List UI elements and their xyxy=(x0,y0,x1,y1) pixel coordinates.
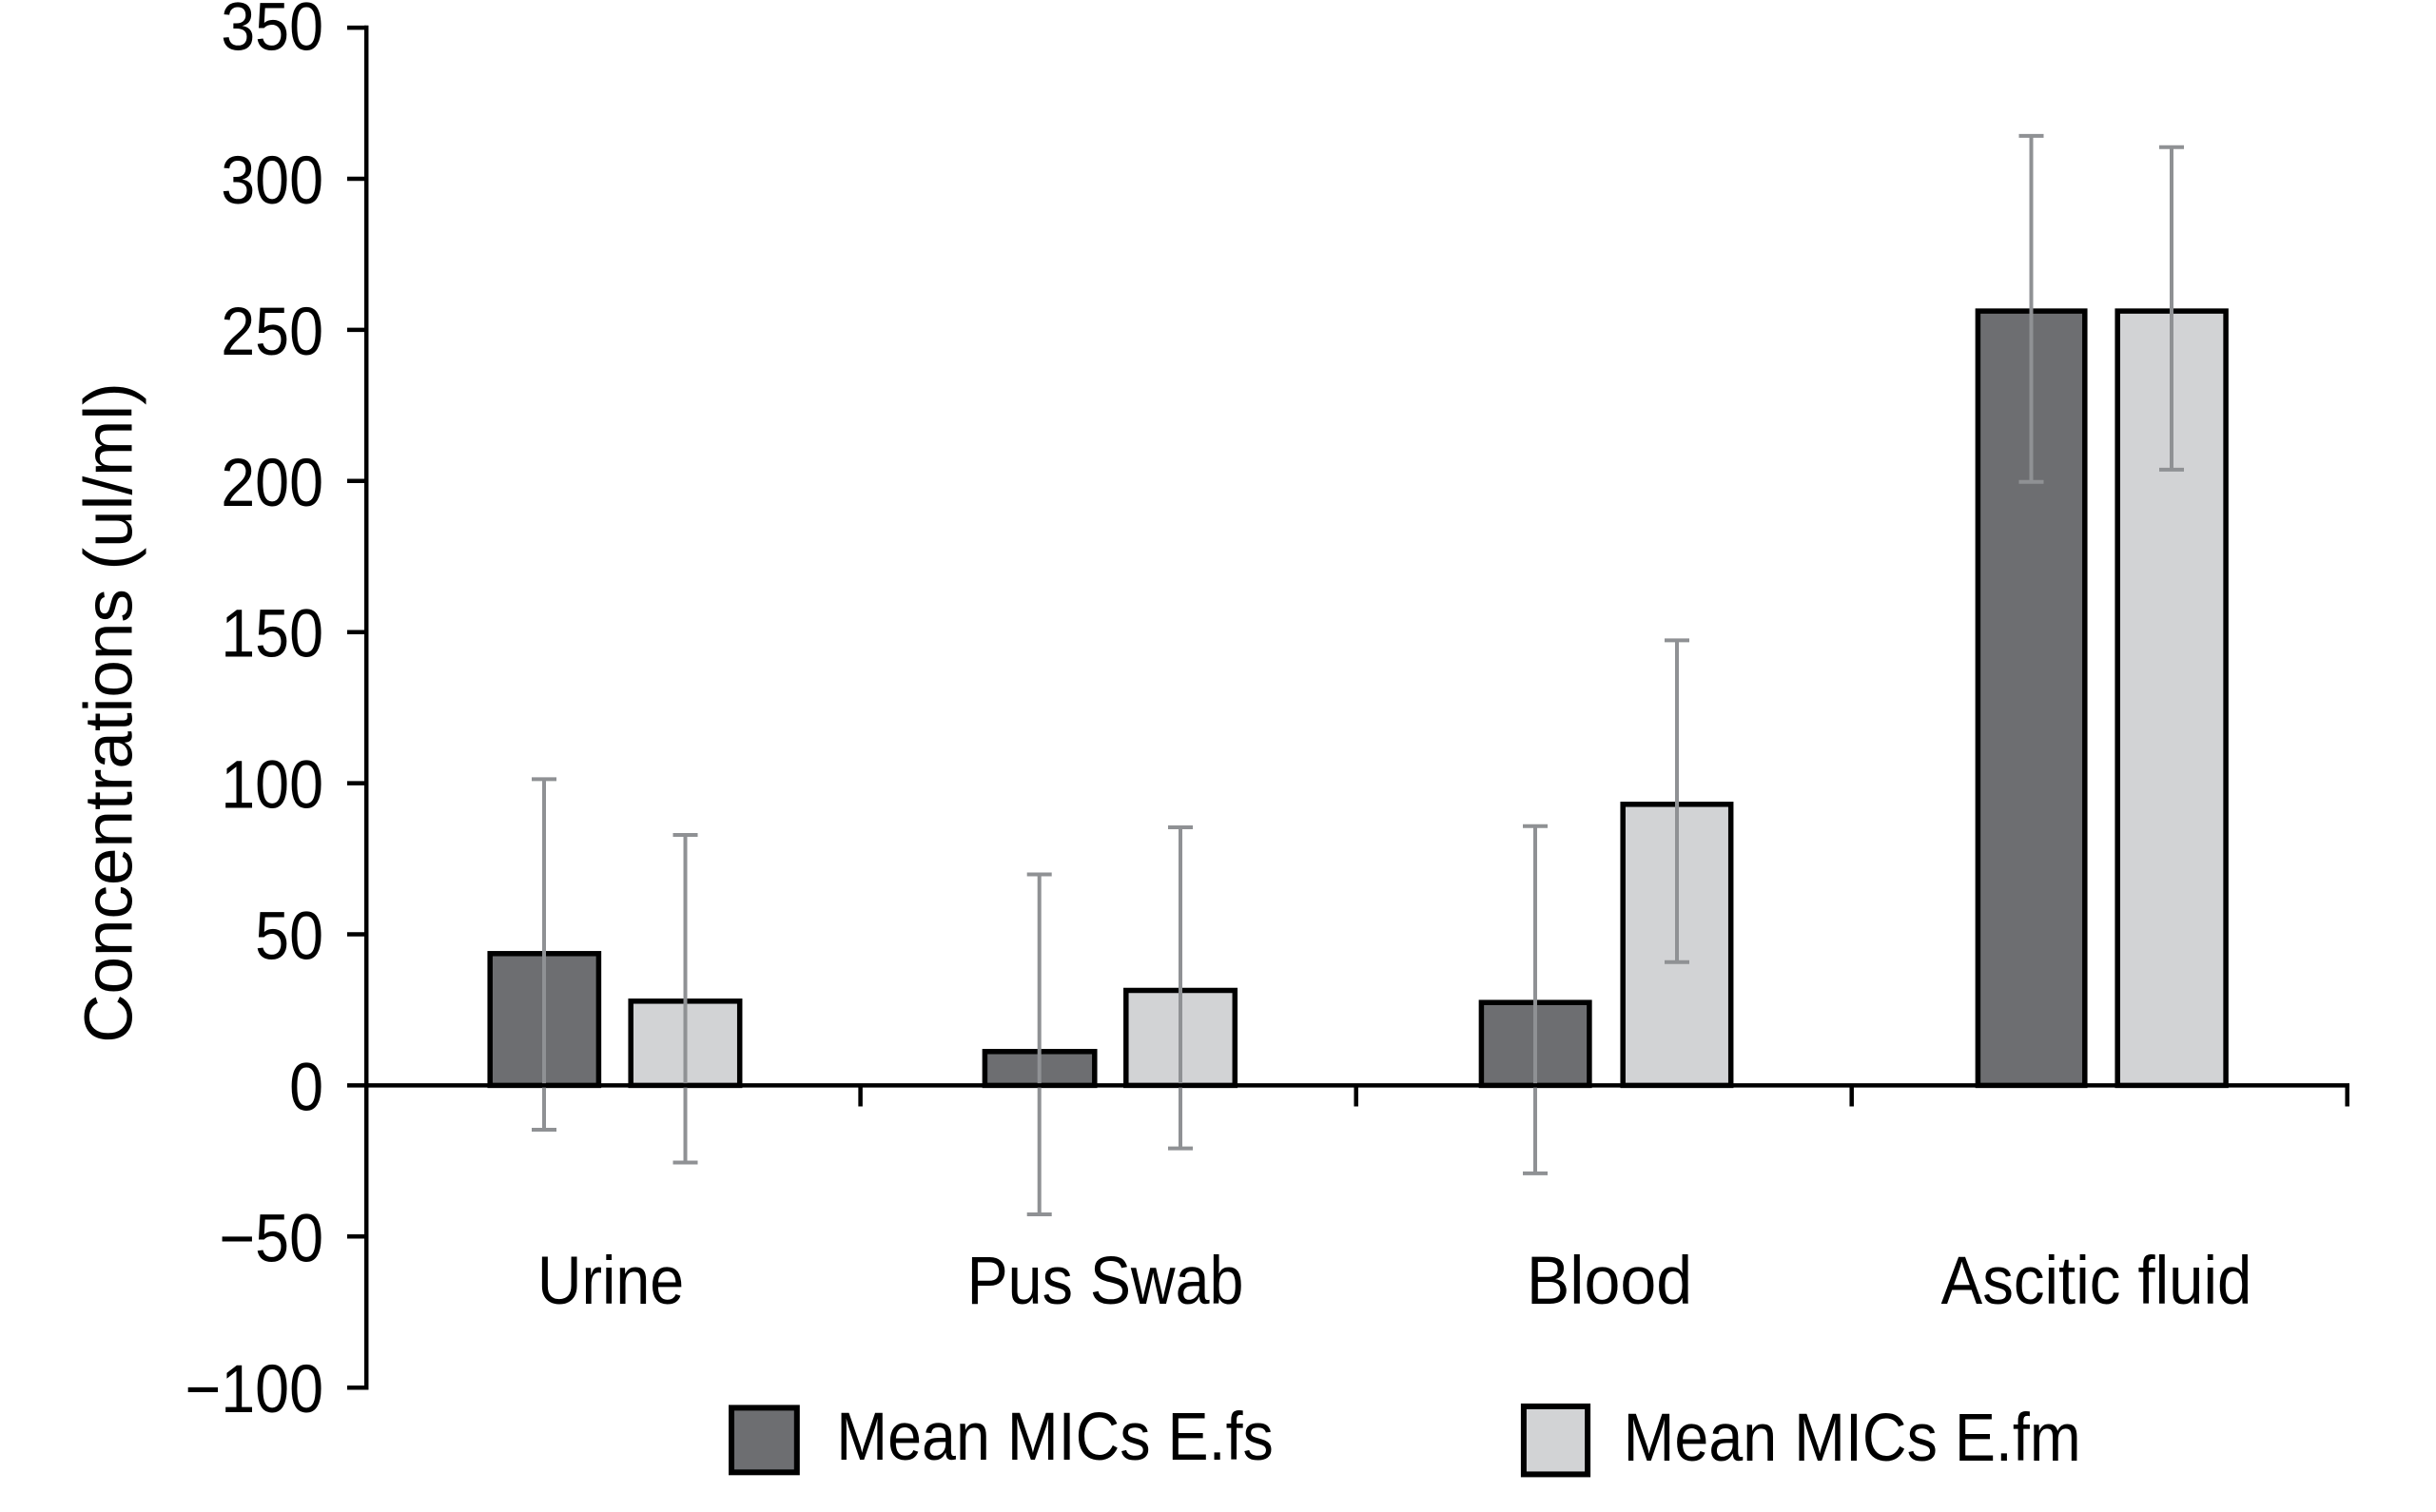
svg-text:−100: −100 xyxy=(185,1352,323,1426)
svg-text:Blood: Blood xyxy=(1527,1243,1692,1319)
svg-text:Concentrations (ul/ml): Concentrations (ul/ml) xyxy=(71,382,146,1042)
svg-text:−50: −50 xyxy=(219,1202,323,1276)
svg-text:Ascitic fluid: Ascitic fluid xyxy=(1941,1244,2252,1319)
svg-text:250: 250 xyxy=(221,295,323,369)
svg-text:Pus Swab: Pus Swab xyxy=(967,1244,1244,1318)
svg-text:150: 150 xyxy=(221,597,323,671)
svg-text:Mean MICs E.fs: Mean MICs E.fs xyxy=(836,1400,1274,1474)
svg-text:100: 100 xyxy=(221,748,323,823)
svg-text:200: 200 xyxy=(221,446,323,520)
svg-text:50: 50 xyxy=(255,900,323,974)
svg-text:350: 350 xyxy=(221,0,323,65)
svg-text:300: 300 xyxy=(221,144,323,218)
svg-text:Mean MICs E.fm: Mean MICs E.fm xyxy=(1624,1401,2081,1475)
svg-text:0: 0 xyxy=(289,1051,323,1125)
svg-text:Urine: Urine xyxy=(537,1244,684,1318)
